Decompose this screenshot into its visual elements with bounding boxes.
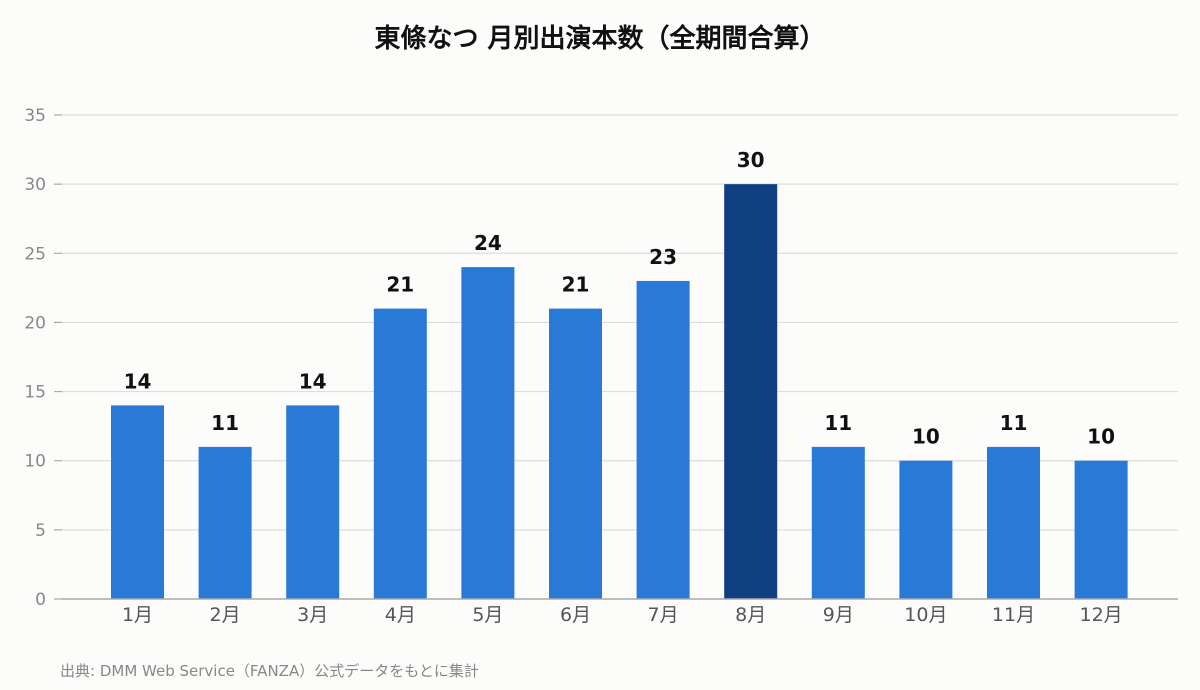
bar-7: [636, 280, 690, 599]
x-tick-label: 5月: [472, 604, 503, 626]
bar-12: [1074, 460, 1128, 599]
data-label: 11: [211, 411, 239, 435]
chart-title: 東條なつ 月別出演本数（全期間合算）: [374, 24, 826, 54]
data-label: 21: [562, 273, 590, 297]
x-tick-label: 4月: [385, 604, 416, 626]
data-label: 24: [474, 231, 502, 255]
y-tick-label: 10: [24, 452, 46, 472]
x-tick-label: 3月: [297, 604, 328, 626]
bar-10: [899, 460, 953, 599]
data-label: 14: [299, 369, 327, 393]
data-label: 11: [824, 411, 852, 435]
y-tick-label: 15: [24, 383, 46, 403]
source-note: 出典: DMM Web Service（FANZA）公式データをもとに集計: [60, 662, 479, 680]
bar-11: [987, 446, 1040, 599]
bar-6: [549, 308, 602, 599]
x-tick-label: 7月: [648, 604, 679, 626]
bar-8: [724, 184, 778, 599]
bar-5: [461, 267, 515, 599]
data-label: 10: [912, 425, 940, 449]
x-axis: 1月 2月 3月 4月 5月 6月 7月 8月 9月 10月 11月 12月: [62, 598, 1178, 626]
x-tick-label: 8月: [735, 604, 766, 626]
x-tick-label: 2月: [210, 604, 241, 626]
y-tick-label: 5: [35, 521, 46, 541]
x-tick-label: 1月: [122, 604, 153, 626]
y-tick-label: 35: [24, 106, 46, 126]
x-tick-label: 10月: [904, 604, 947, 626]
bar-3: [286, 405, 340, 599]
data-label: 23: [649, 245, 677, 269]
data-label: 14: [124, 369, 152, 393]
bar-2: [198, 446, 252, 599]
y-axis: 0 5 10 15 20 25 30 35: [24, 106, 62, 610]
data-label: 30: [737, 148, 765, 172]
y-tick-label: 20: [24, 313, 46, 333]
y-tick-label: 30: [24, 175, 46, 195]
x-tick-label: 12月: [1080, 604, 1123, 626]
data-label: 10: [1087, 425, 1115, 449]
bar-9: [811, 446, 865, 599]
bars: 14 11 14 21 24 21 23 30 11 10 11 10: [111, 148, 1128, 599]
x-tick-label: 9月: [823, 604, 854, 626]
data-label: 21: [386, 273, 414, 297]
bar-1: [111, 405, 164, 599]
y-tick-label: 25: [24, 244, 46, 264]
x-tick-label: 11月: [992, 604, 1035, 626]
data-label: 11: [1000, 411, 1028, 435]
x-tick-label: 6月: [560, 604, 591, 626]
bar-4: [373, 308, 427, 599]
y-tick-label: 0: [35, 590, 46, 610]
